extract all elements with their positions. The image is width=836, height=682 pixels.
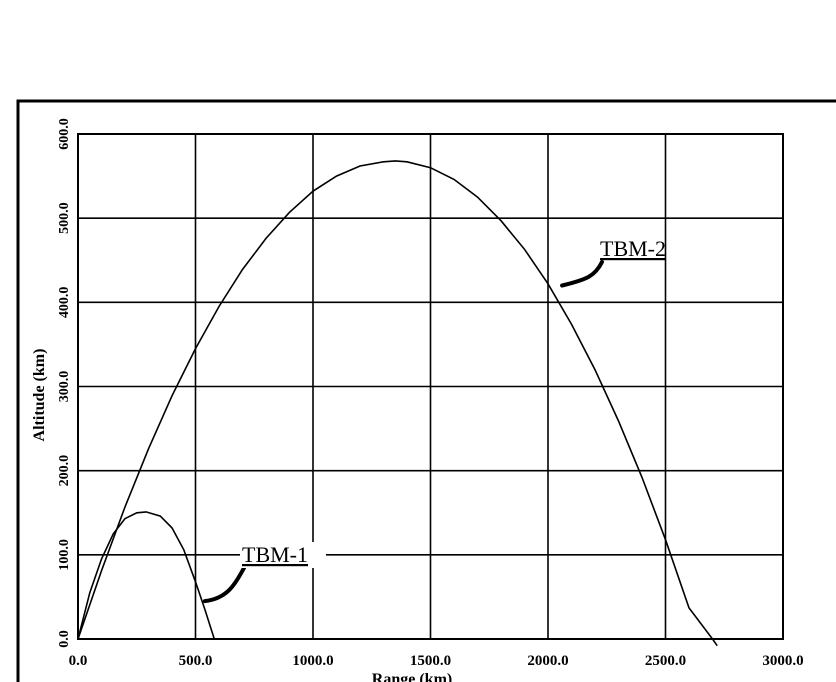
label-leader-tbm-2 <box>560 260 604 288</box>
outer-frame <box>16 99 836 682</box>
label-leader-tbm-1 <box>202 566 246 604</box>
y-tick-label: 600.0 <box>57 118 72 150</box>
y-tick-label: 100.0 <box>57 539 72 571</box>
series-label-tbm-2: TBM-2 <box>600 236 666 261</box>
x-tick-label: 1000.0 <box>292 653 333 669</box>
series-label-tbm-1: TBM-1 <box>242 542 308 567</box>
x-tick-label: 3000.0 <box>762 653 803 669</box>
series-layer: TBM-1 TBM-2 <box>77 160 718 647</box>
y-tick-label: 0.0 <box>57 630 72 648</box>
y-axis-title: Altitude (km) <box>31 349 48 442</box>
x-tick-label: 2000.0 <box>527 653 568 669</box>
series-line-tbm-1 <box>77 511 216 640</box>
x-tick-label: 500.0 <box>179 653 213 669</box>
label-backdrop-tbm-1 <box>240 542 326 568</box>
y-tick-label: 200.0 <box>57 455 72 487</box>
y-tick-label: 500.0 <box>57 202 72 234</box>
y-tick-label: 400.0 <box>57 287 72 319</box>
tick-labels: 0.0 500.0 1000.0 1500.0 2000.0 2500.0 3000.0 0.… <box>57 118 804 669</box>
x-tick-label: 1500.0 <box>410 653 451 669</box>
plot-area-border <box>77 133 784 640</box>
x-axis-title: Range (km) <box>372 671 452 682</box>
series-line-tbm-2 <box>77 160 718 647</box>
x-tick-label: 0.0 <box>69 653 88 669</box>
y-tick-label: 300.0 <box>57 371 72 403</box>
grid-lines <box>78 134 783 639</box>
x-tick-label: 2500.0 <box>645 653 686 669</box>
